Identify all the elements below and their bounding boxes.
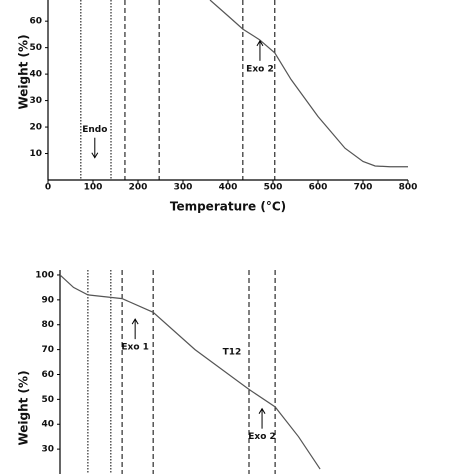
y-axis-label: Weight (%): [17, 34, 31, 109]
y-tick-label: 80: [41, 320, 54, 330]
data-line: [209, 0, 408, 168]
y-tick-label: 30: [29, 96, 42, 106]
arrow-head: [256, 39, 264, 47]
annotation: Exo 2: [246, 64, 274, 74]
arrow-head: [91, 152, 99, 159]
y-tick-label: 30: [41, 445, 54, 455]
y-tick-label: 50: [29, 43, 42, 53]
x-tick-label: 800: [399, 183, 418, 193]
arrow-head: [131, 318, 139, 325]
y-tick-label: 70: [41, 345, 54, 355]
x-tick-label: 0: [45, 183, 51, 193]
x-tick-label: 400: [219, 183, 238, 193]
y-tick-label: 90: [41, 295, 54, 305]
y-tick-label: 40: [41, 420, 54, 430]
x-tick-label: 700: [354, 183, 373, 193]
y-tick-label: 20: [29, 123, 42, 133]
x-axis-label: Temperature (°C): [170, 200, 286, 214]
x-tick-label: 600: [309, 183, 328, 193]
x-tick-label: 500: [264, 183, 283, 193]
data-line: [59, 274, 321, 470]
y-tick-label: 40: [29, 70, 42, 80]
arrow-head: [258, 407, 266, 414]
y-tick-label: 60: [41, 370, 54, 380]
annotation: Endo: [82, 125, 107, 135]
annotation: Exo 2: [248, 432, 276, 442]
x-tick-label: 200: [129, 183, 148, 193]
annotation: T12: [223, 348, 242, 358]
y-tick-label: 100: [35, 270, 54, 280]
y-tick-label: 60: [29, 17, 42, 27]
y-tick-label: 10: [29, 149, 42, 159]
x-tick-label: 300: [174, 183, 193, 193]
y-tick-label: 50: [41, 395, 54, 405]
annotation: Exo 1: [121, 343, 149, 353]
x-tick-label: 100: [84, 183, 103, 193]
y-axis-label: Weight (%): [17, 370, 31, 445]
